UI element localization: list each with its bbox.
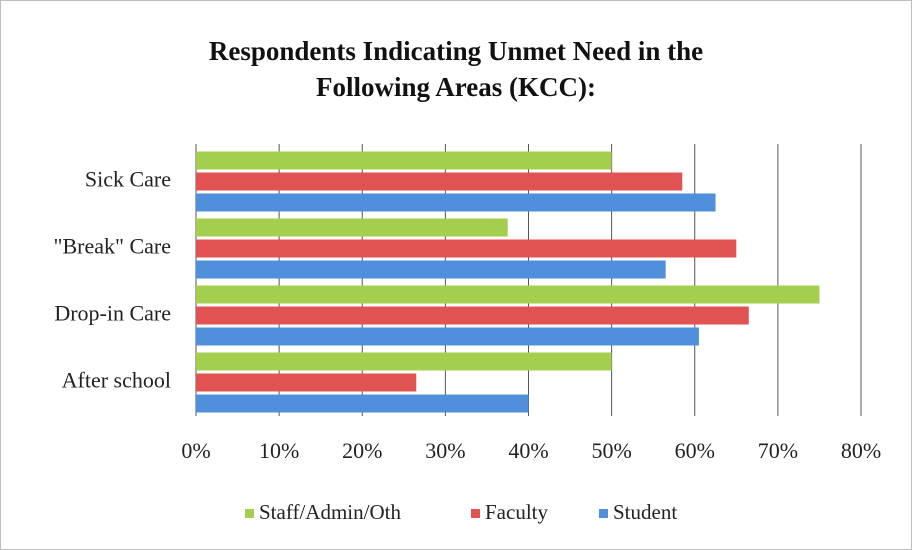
x-tick-label: 20%: [342, 438, 382, 463]
legend-swatch: [245, 509, 254, 518]
y-tick-label: Sick Care: [85, 167, 171, 192]
legend-swatch: [471, 509, 480, 518]
x-tick-label: 70%: [758, 438, 798, 463]
bar: [196, 218, 508, 237]
y-tick-label: "Break" Care: [53, 234, 171, 259]
x-tick-label: 30%: [425, 438, 465, 463]
legend-label: Student: [613, 500, 677, 524]
x-tick-label: 60%: [675, 438, 715, 463]
bar: [196, 151, 612, 170]
legend-label: Faculty: [485, 500, 548, 524]
bar: [196, 239, 737, 258]
bar: [196, 373, 417, 392]
bar: [196, 327, 699, 346]
x-tick-label: 80%: [841, 438, 881, 463]
bar: [196, 172, 683, 191]
y-tick-label: Drop-in Care: [54, 301, 171, 326]
x-tick-label: 40%: [508, 438, 548, 463]
x-tick-label: 10%: [259, 438, 299, 463]
legend-swatch: [599, 509, 608, 518]
bar: [196, 306, 749, 325]
x-tick-label: 0%: [181, 438, 210, 463]
bar: [196, 394, 529, 413]
legend-label: Staff/Admin/Oth: [259, 500, 401, 524]
chart-title: Respondents Indicating Unmet Need in the…: [208, 36, 704, 102]
x-tick-label: 50%: [591, 438, 631, 463]
bar: [196, 285, 820, 304]
bar: [196, 193, 716, 212]
bar: [196, 260, 666, 279]
y-tick-label: After school: [62, 368, 171, 393]
bar: [196, 352, 612, 371]
